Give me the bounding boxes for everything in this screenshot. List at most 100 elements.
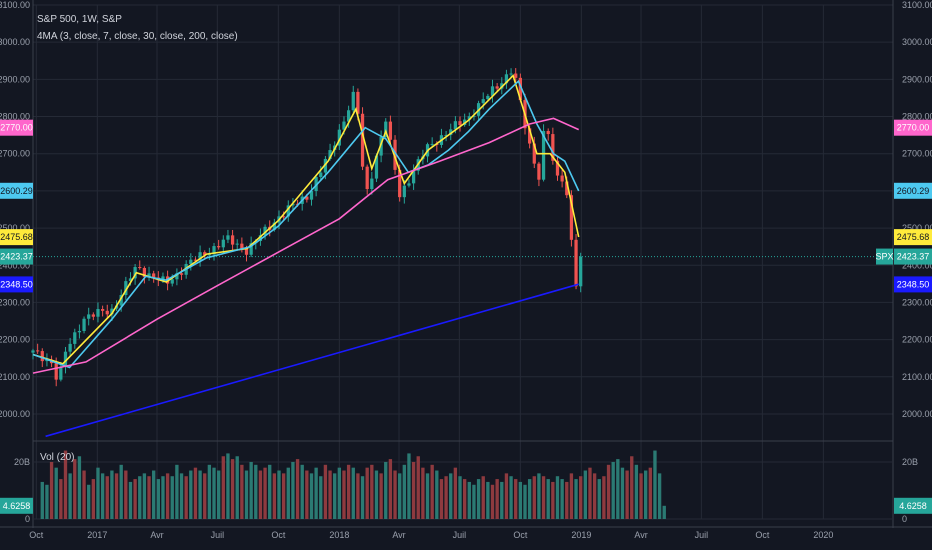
candle-body — [490, 86, 495, 96]
symbol-tag-bg — [876, 248, 893, 265]
candle-body — [305, 196, 309, 200]
candle-body — [87, 314, 91, 319]
candle-body — [105, 310, 109, 315]
volume-badge-right-label: 4.6258 — [899, 501, 927, 511]
x-tick-label: Oct — [513, 530, 528, 540]
volume-bar — [40, 481, 44, 519]
volume-bar — [351, 467, 355, 519]
volume-bar — [644, 470, 648, 519]
volume-bar — [592, 473, 597, 519]
volume-bar — [272, 473, 277, 519]
price-badge-left-bg — [0, 248, 33, 265]
candle-body — [73, 332, 77, 344]
price-badge-left-label: 2423.37 — [0, 252, 33, 262]
volume-bar — [630, 456, 634, 519]
volume-bar — [68, 473, 72, 519]
candle-body — [217, 246, 221, 248]
volume-bar — [268, 464, 272, 519]
volume-bar — [291, 461, 295, 519]
candle-body — [124, 281, 128, 296]
volume-bar — [179, 473, 184, 519]
price-badge-left-label: 2475.68 — [0, 232, 33, 242]
volume-bar — [523, 484, 527, 519]
candle-body — [230, 235, 235, 245]
candle-body — [407, 183, 411, 186]
x-tick-label: Juil — [695, 530, 709, 540]
volume-bar — [597, 479, 601, 519]
candle-body — [569, 195, 574, 240]
candle-body — [528, 128, 532, 144]
volume-bar — [662, 505, 666, 519]
volume-bar — [333, 473, 337, 519]
volume-bar — [203, 473, 207, 519]
candle-body — [82, 318, 86, 332]
volume-bar — [518, 481, 523, 519]
volume-bar — [579, 476, 583, 519]
candle-body — [36, 350, 40, 352]
volume-bar — [82, 470, 86, 519]
volume-bar — [439, 479, 444, 519]
candle-body — [226, 235, 230, 240]
candle-body — [249, 243, 253, 255]
volume-tick-left: 0 — [25, 514, 30, 524]
volume-bar — [467, 481, 471, 519]
volume-bar — [45, 484, 49, 519]
candle-body — [393, 139, 397, 170]
volume-bar — [472, 484, 476, 519]
volume-bar — [370, 464, 374, 519]
x-tick-label: Juil — [453, 530, 467, 540]
volume-bar — [91, 479, 96, 519]
volume-bar — [458, 476, 462, 519]
candle-body — [31, 350, 35, 353]
volume-bar — [147, 476, 151, 519]
candle-body — [314, 176, 318, 192]
candle-body — [514, 73, 518, 78]
x-tick-label: Juil — [211, 530, 225, 540]
ma-line-ma-3 — [32, 74, 580, 365]
volume-bar — [226, 453, 230, 519]
volume-bar — [374, 470, 379, 519]
price-badge-right-label: 2600.29 — [897, 186, 930, 196]
candle-body — [189, 259, 193, 264]
candle-body — [235, 243, 239, 245]
y-tick-label-right: 2000.00 — [902, 409, 932, 419]
candle-body — [100, 308, 105, 311]
ma-line-ma-7 — [32, 79, 580, 369]
candle-body — [323, 158, 328, 173]
volume-bar — [569, 473, 574, 519]
volume-bar — [300, 464, 304, 519]
volume-bar — [133, 479, 137, 519]
candle-body — [170, 279, 174, 284]
volume-bar — [365, 467, 369, 519]
volume-bar — [105, 476, 109, 519]
volume-tick-right: 20B — [902, 457, 918, 467]
x-tick-label: Avr — [392, 530, 405, 540]
volume-bar — [504, 473, 509, 519]
chart-title: S&P 500, 1W, S&P — [37, 14, 122, 25]
candle-body — [486, 95, 490, 100]
candle-body — [68, 343, 72, 352]
price-badge-left-bg — [0, 182, 33, 199]
candle-body — [309, 191, 314, 200]
volume-bar — [537, 473, 541, 519]
volume-bar — [249, 461, 253, 519]
volume-bar — [430, 464, 434, 519]
candle-body — [518, 77, 522, 101]
candle-body — [444, 134, 448, 136]
chart-subtitle: 4MA (3, close, 7, close, 30, close, 200,… — [37, 31, 238, 42]
volume-bar — [611, 461, 615, 519]
price-badge-right-bg — [894, 248, 932, 265]
volume-bar — [435, 470, 439, 519]
volume-bar — [216, 470, 221, 519]
candle-body — [282, 216, 286, 218]
candle-body — [374, 155, 379, 179]
y-tick-label-right: 2200.00 — [902, 335, 932, 345]
volume-bar — [128, 481, 133, 519]
y-tick-label-right: 2700.00 — [902, 149, 932, 159]
volume-bar — [495, 479, 499, 519]
volume-bar — [509, 476, 513, 519]
volume-bar — [235, 456, 239, 519]
volume-bar — [379, 473, 383, 519]
y-tick-label-right: 2800.00 — [902, 112, 932, 122]
volume-bar — [500, 481, 504, 519]
